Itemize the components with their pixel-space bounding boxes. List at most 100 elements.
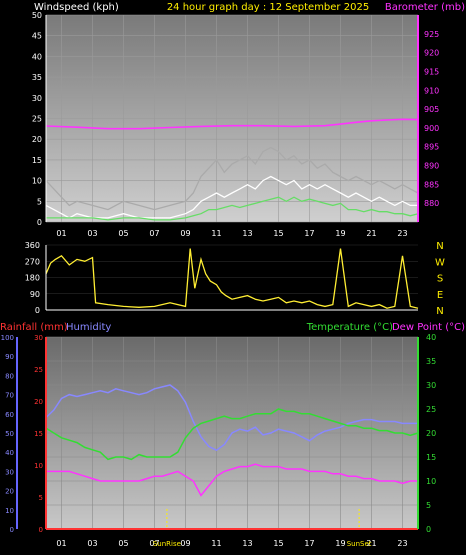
series-barometer <box>45 118 419 130</box>
x-tick-label: 05 <box>118 229 128 238</box>
wind-y-tick-label: 20 <box>32 135 42 144</box>
series-dew-point <box>46 463 418 497</box>
wind-grid <box>46 14 418 223</box>
x-tick-label: 23 <box>397 539 407 548</box>
x-tick-label: 03 <box>87 539 97 548</box>
series-temperature <box>45 408 419 461</box>
barometer-ticks: 880 885 890 895 900 905 910 915 920 925 <box>424 30 439 208</box>
direction-y-tick-label: 270 <box>25 257 40 266</box>
humidity-label: Humidity <box>66 322 111 333</box>
barometer-tick-label: 925 <box>424 30 439 39</box>
wind-y-tick-label: 30 <box>32 94 42 103</box>
humidity-tick-label: 50 <box>5 430 14 438</box>
rainfall-tick-label: 5 <box>39 494 43 502</box>
humidity-tick-label: 80 <box>5 372 14 380</box>
humidity-tick-label: 70 <box>5 392 14 400</box>
wind-y-tick-label: 5 <box>37 197 42 206</box>
humidity-tick-label: 10 <box>5 507 14 515</box>
humidity-tick-label: 30 <box>5 468 14 476</box>
humidity-tick-label: 40 <box>5 449 14 457</box>
wind-y-ticks: 0 5 10 15 20 25 30 35 40 45 50 <box>32 11 42 227</box>
rainfall-label: Rainfall (mm) <box>0 322 68 333</box>
x-tick-label: 01 <box>56 539 66 548</box>
rainfall-tick-label: 10 <box>34 462 43 470</box>
wind-panel: Windspeed (kph) 24 hour graph day : 12 S… <box>32 2 465 238</box>
rainfall-ticks: 0 5 10 15 20 25 30 <box>34 334 43 534</box>
temperature-tick-label: 35 <box>426 357 436 366</box>
compass-label: N <box>436 306 443 317</box>
wind-y-tick-label: 0 <box>37 218 42 227</box>
temp-series <box>45 384 419 530</box>
x-tick-label: 05 <box>118 539 128 548</box>
sun-marker-label: SunSet <box>347 540 372 548</box>
x-tick-label: 15 <box>273 539 283 548</box>
temperature-tick-label: 10 <box>426 477 436 486</box>
temperature-tick-label: 0 <box>426 525 431 534</box>
wind-series <box>45 118 419 221</box>
temperature-tick-label: 20 <box>426 429 436 438</box>
rainfall-tick-label: 30 <box>34 334 43 342</box>
sun-marker-label: SunRise <box>153 540 181 548</box>
wind-y-tick-label: 15 <box>32 156 42 165</box>
direction-y-tick-label: 0 <box>35 306 40 315</box>
humidity-tick-label: 60 <box>5 411 14 419</box>
temperature-tick-label: 25 <box>426 405 436 414</box>
barometer-tick-label: 905 <box>424 105 439 114</box>
barometer-tick-label: 890 <box>424 162 439 171</box>
direction-y-tick-label: 360 <box>25 241 40 250</box>
x-tick-label: 13 <box>242 229 252 238</box>
barometer-tick-label: 885 <box>424 180 439 189</box>
temperature-tick-label: 40 <box>426 333 436 342</box>
x-tick-label: 19 <box>335 539 345 548</box>
rainfall-tick-label: 0 <box>39 526 43 534</box>
barometer-tick-label: 915 <box>424 67 439 76</box>
compass-label: E <box>437 290 443 301</box>
x-tick-label: 11 <box>211 229 221 238</box>
temperature-label: Temperature (°C) <box>306 322 393 333</box>
x-tick-label: 21 <box>366 229 376 238</box>
wind-y-tick-label: 35 <box>32 73 42 82</box>
wind-x-ticks: 01 03 05 07 09 11 13 15 17 19 21 23 <box>56 229 407 238</box>
x-tick-label: 09 <box>180 229 190 238</box>
x-tick-label: 17 <box>304 229 314 238</box>
barometer-tick-label: 920 <box>424 49 439 58</box>
direction-series <box>45 248 419 309</box>
barometer-tick-label: 880 <box>424 199 439 208</box>
x-tick-label: 11 <box>211 539 221 548</box>
series-wind-direction <box>45 248 419 309</box>
humidity-ticks: 0 10 20 30 40 50 60 70 80 90 100 <box>1 334 14 534</box>
wind-y-tick-label: 10 <box>32 177 42 186</box>
temp-x-ticks: 01 03 05 07 09 11 13 15 17 19 21 23 <box>56 539 407 548</box>
x-tick-label: 03 <box>87 229 97 238</box>
series-humidity <box>45 384 418 452</box>
wind-y-tick-label: 25 <box>32 115 42 124</box>
compass-label: S <box>437 274 443 285</box>
wind-y-tick-label: 40 <box>32 52 42 61</box>
temperature-panel: Rainfall (mm) Humidity Temperature (°C) … <box>0 322 465 548</box>
x-tick-label: 07 <box>149 539 159 548</box>
x-tick-label: 23 <box>397 229 407 238</box>
dewpoint-label: Dew Point (°C) <box>392 322 465 333</box>
humidity-tick-label: 90 <box>5 353 14 361</box>
wind-y-tick-label: 45 <box>32 32 42 41</box>
barometer-tick-label: 895 <box>424 143 439 152</box>
direction-grid <box>46 244 418 311</box>
x-tick-label: 09 <box>180 539 190 548</box>
humidity-tick-label: 0 <box>10 526 14 534</box>
rainfall-tick-label: 25 <box>34 366 43 374</box>
x-tick-label: 19 <box>335 229 345 238</box>
wind-ylabel: Windspeed (kph) <box>34 2 119 13</box>
compass-label: N <box>436 241 443 252</box>
x-tick-label: 07 <box>149 229 159 238</box>
series-gust <box>45 146 419 211</box>
x-tick-label: 21 <box>366 539 376 548</box>
x-tick-label: 13 <box>242 539 252 548</box>
barometer-tick-label: 900 <box>424 124 439 133</box>
temperature-ticks: 0 5 10 15 20 25 30 35 40 <box>426 333 436 534</box>
x-tick-label: 01 <box>56 229 66 238</box>
series-average <box>46 196 419 221</box>
temperature-tick-label: 15 <box>426 453 436 462</box>
